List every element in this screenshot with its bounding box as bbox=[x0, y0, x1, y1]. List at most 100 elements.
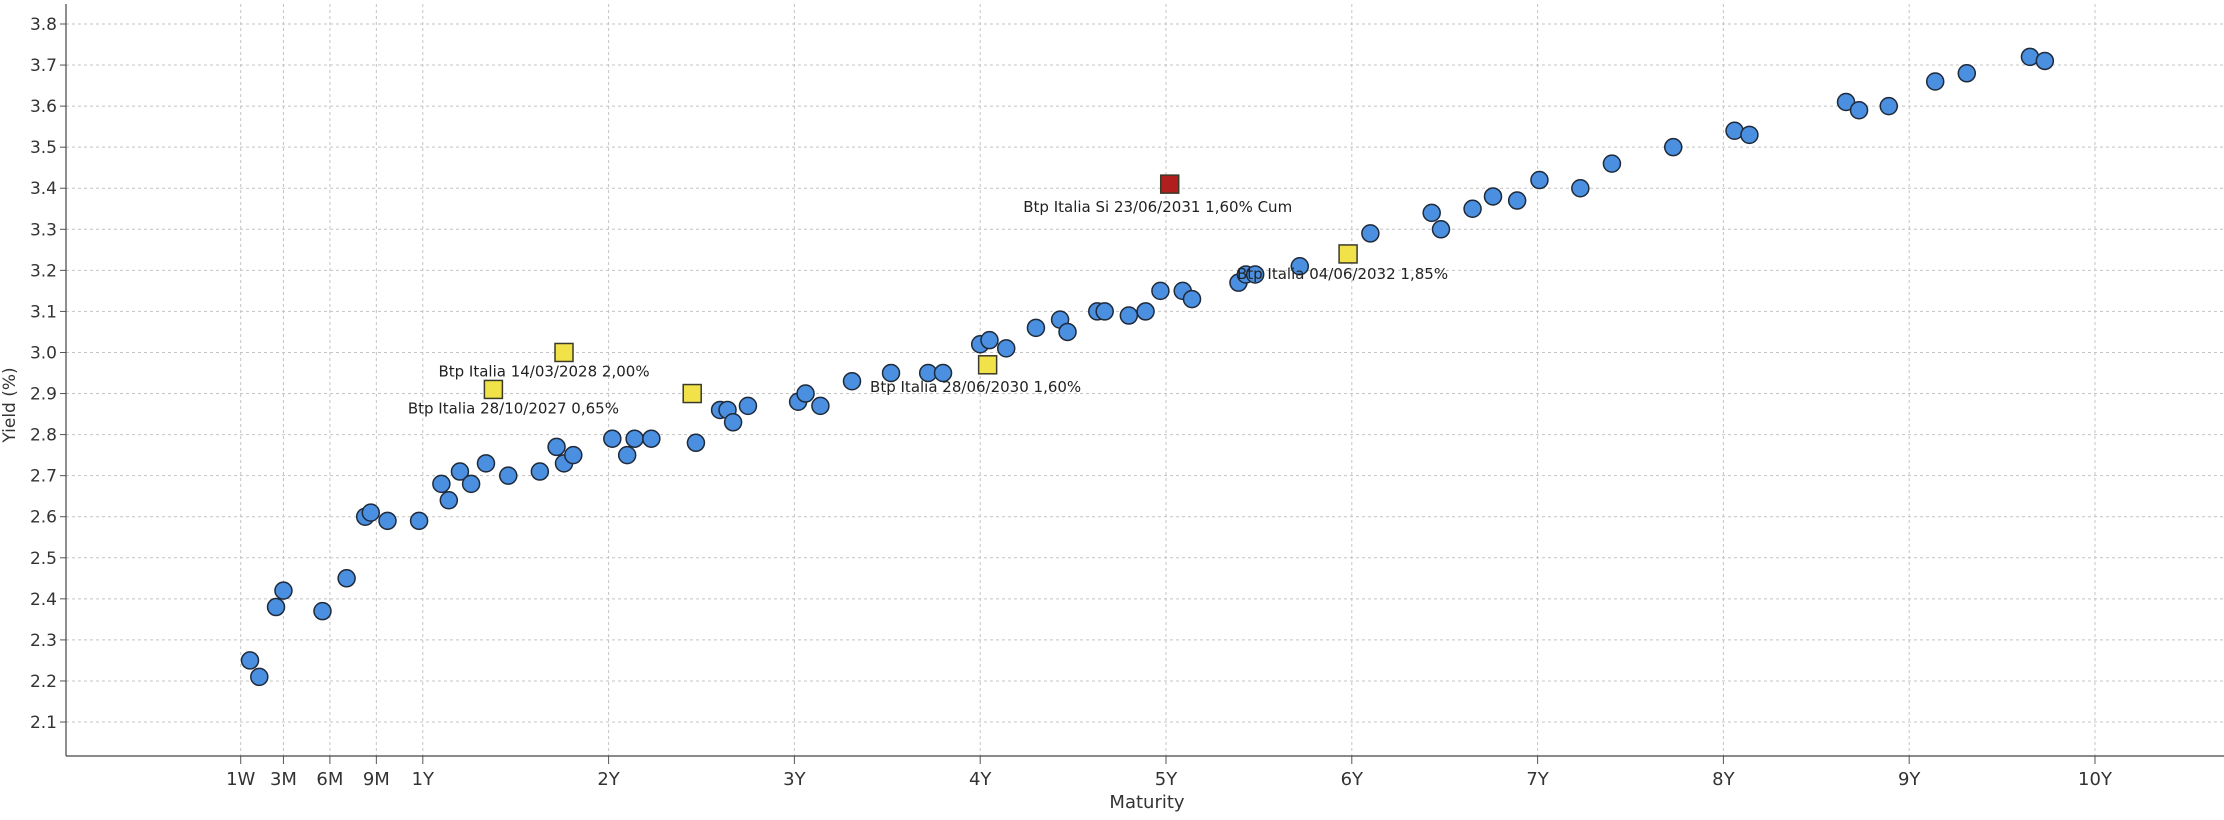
data-point bbox=[933, 363, 953, 383]
data-point bbox=[1095, 302, 1114, 321]
data-point bbox=[1957, 64, 1977, 83]
data-point bbox=[625, 429, 644, 448]
data-point bbox=[881, 363, 901, 383]
data-point bbox=[2035, 51, 2055, 71]
x-tick-label: 7Y bbox=[1526, 769, 1549, 790]
data-point bbox=[1925, 72, 1945, 91]
y-tick-label: 2.3 bbox=[30, 631, 57, 651]
x-tick-label: 4Y bbox=[969, 769, 992, 790]
data-point bbox=[378, 511, 397, 531]
x-axis-title: Maturity bbox=[1109, 792, 1184, 813]
data-point bbox=[1361, 224, 1380, 243]
data-point bbox=[1119, 306, 1139, 325]
y-tick-label: 3.6 bbox=[30, 97, 57, 117]
data-point bbox=[250, 667, 269, 687]
data-point bbox=[980, 330, 999, 350]
x-tick-label: 3Y bbox=[783, 769, 806, 790]
data-point bbox=[1422, 203, 1441, 223]
y-axis-title: Yield (%) bbox=[0, 367, 20, 443]
data-point bbox=[409, 511, 429, 531]
data-point bbox=[1463, 199, 1482, 219]
data-point bbox=[603, 429, 622, 448]
data-point bbox=[450, 462, 470, 481]
data-point bbox=[1849, 100, 1869, 120]
y-tick-label: 2.1 bbox=[30, 713, 57, 733]
x-tick-label: 6M bbox=[316, 769, 343, 790]
y-tick-label: 3.3 bbox=[30, 220, 57, 240]
data-point bbox=[1602, 154, 1622, 173]
grid bbox=[66, 4, 2224, 756]
data-point bbox=[1058, 322, 1077, 342]
data-point bbox=[996, 339, 1016, 358]
data-point bbox=[313, 601, 332, 621]
data-point bbox=[547, 437, 566, 457]
data-point bbox=[337, 569, 356, 588]
data-point bbox=[461, 474, 481, 494]
data-point bbox=[1507, 191, 1527, 210]
x-tick-label: 8Y bbox=[1712, 769, 1735, 790]
x-tick-label: 3M bbox=[270, 769, 297, 790]
data-point bbox=[266, 597, 286, 617]
data-point bbox=[1530, 170, 1549, 190]
data-point bbox=[439, 491, 459, 510]
data-point bbox=[1151, 281, 1170, 301]
y-tick-label: 3.8 bbox=[30, 15, 57, 35]
data-label: Btp Italia 14/03/2028 2,00% bbox=[438, 362, 649, 380]
y-tick-label: 2.9 bbox=[30, 385, 57, 405]
y-tick-label: 2.7 bbox=[30, 467, 57, 487]
data-point bbox=[1182, 289, 1202, 309]
data-point bbox=[1431, 220, 1451, 239]
data-point bbox=[1836, 92, 1856, 112]
y-tick-label: 2.8 bbox=[30, 426, 57, 446]
data-point bbox=[1483, 187, 1503, 206]
y-tick-label: 2.4 bbox=[30, 590, 57, 610]
data-point bbox=[564, 445, 583, 465]
data-point bbox=[1663, 137, 1683, 157]
axes: 2.1 2.2 2.3 2.4 2.5 2.6 2.7 2.8 2.9 3.0 3.1 3.2 3.3 3… bbox=[30, 4, 2224, 790]
y-tick-label: 3.2 bbox=[30, 261, 57, 281]
data-point bbox=[1740, 125, 1759, 145]
highlighted-bond-marker bbox=[554, 342, 574, 363]
x-tick-label: 2Y bbox=[597, 769, 620, 790]
data-point bbox=[1245, 265, 1265, 284]
data-point bbox=[240, 651, 260, 670]
x-tick-label: 9Y bbox=[1898, 769, 1921, 790]
highlighted-bond-marker bbox=[483, 379, 504, 400]
x-tick-label: 10Y bbox=[2078, 769, 2113, 790]
data-label: Btp Italia 28/10/2027 0,65% bbox=[408, 399, 619, 417]
data-labels: Btp Italia 28/10/2027 0,65% Btp Italia 14… bbox=[408, 198, 1448, 417]
y-tick-label: 3.0 bbox=[30, 343, 57, 363]
data-point bbox=[1571, 178, 1590, 198]
data-point bbox=[1026, 318, 1046, 338]
data-point bbox=[274, 581, 293, 600]
x-tick-label: 9M bbox=[363, 769, 390, 790]
data-point bbox=[642, 429, 661, 448]
data-point bbox=[617, 445, 637, 465]
data-point bbox=[476, 454, 496, 473]
data-points bbox=[240, 47, 2055, 687]
plot-area bbox=[66, 4, 2224, 756]
y-tick-label: 3.1 bbox=[30, 302, 57, 322]
highlighted-bond-marker bbox=[977, 355, 998, 375]
data-point bbox=[1136, 302, 1155, 321]
data-point bbox=[432, 474, 451, 494]
y-tick-label: 3.7 bbox=[30, 56, 57, 76]
y-tick-label: 3.5 bbox=[30, 138, 57, 158]
data-point bbox=[1879, 96, 1899, 116]
data-point bbox=[738, 396, 758, 416]
data-label: Btp Italia 04/06/2032 1,85% bbox=[1237, 265, 1448, 283]
highlighted-bond-marker bbox=[1338, 244, 1358, 264]
data-point bbox=[842, 371, 862, 391]
data-point bbox=[1290, 257, 1310, 276]
y-tick-label: 2.2 bbox=[30, 672, 57, 692]
data-point bbox=[811, 396, 830, 416]
highlighted-bond-marker bbox=[1159, 174, 1180, 194]
x-tick-label: 5Y bbox=[1155, 769, 1178, 790]
data-label: Btp Italia 28/06/2030 1,60% bbox=[870, 378, 1081, 396]
data-point bbox=[361, 503, 381, 522]
data-point bbox=[796, 384, 815, 403]
x-tick-label: 6Y bbox=[1341, 769, 1364, 790]
data-point bbox=[723, 413, 743, 432]
